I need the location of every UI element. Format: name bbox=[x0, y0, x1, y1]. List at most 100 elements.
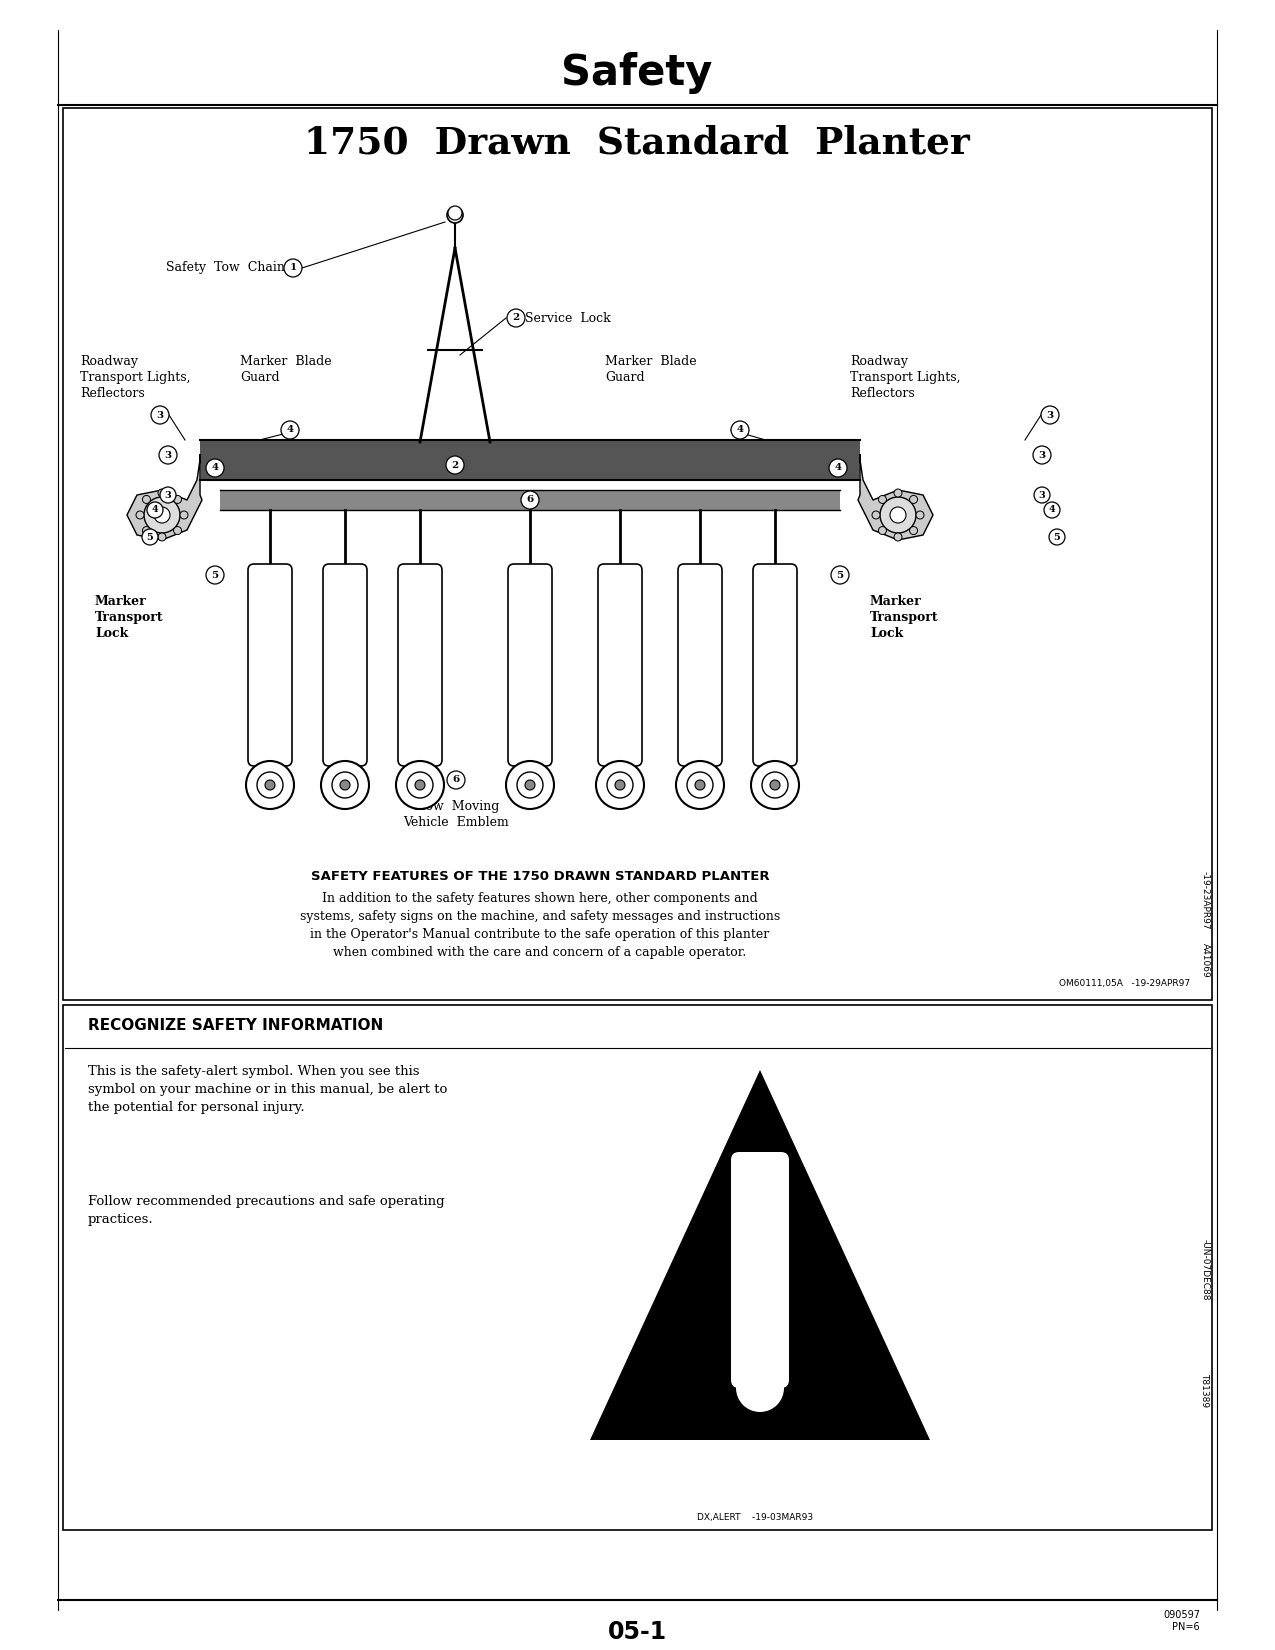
FancyBboxPatch shape bbox=[249, 564, 292, 766]
Circle shape bbox=[159, 487, 176, 503]
Circle shape bbox=[831, 566, 849, 584]
Circle shape bbox=[136, 512, 144, 520]
Circle shape bbox=[321, 761, 368, 808]
Text: Slow  Moving
Vehicle  Emblem: Slow Moving Vehicle Emblem bbox=[403, 800, 509, 828]
Circle shape bbox=[150, 406, 170, 424]
Circle shape bbox=[762, 772, 788, 799]
Circle shape bbox=[158, 488, 166, 497]
Circle shape bbox=[246, 761, 295, 808]
Text: 090597
PN=6: 090597 PN=6 bbox=[1163, 1610, 1200, 1632]
Circle shape bbox=[448, 771, 465, 789]
Bar bbox=[62, 107, 1213, 1000]
Circle shape bbox=[407, 772, 434, 799]
Text: T81389: T81389 bbox=[1201, 1373, 1210, 1407]
Circle shape bbox=[909, 526, 918, 535]
Circle shape bbox=[909, 495, 918, 503]
Bar bbox=[62, 1005, 1213, 1530]
Circle shape bbox=[265, 780, 275, 790]
Circle shape bbox=[143, 526, 150, 535]
Circle shape bbox=[158, 533, 166, 541]
Circle shape bbox=[615, 780, 625, 790]
Text: 3: 3 bbox=[157, 411, 163, 419]
Circle shape bbox=[695, 780, 705, 790]
Text: Follow recommended precautions and safe operating
practices.: Follow recommended precautions and safe … bbox=[88, 1195, 445, 1226]
Text: 4: 4 bbox=[1048, 505, 1056, 515]
FancyBboxPatch shape bbox=[754, 564, 797, 766]
Circle shape bbox=[284, 259, 302, 277]
Text: 5: 5 bbox=[836, 571, 844, 579]
Text: A41069: A41069 bbox=[1201, 942, 1210, 977]
Circle shape bbox=[154, 507, 170, 523]
Circle shape bbox=[525, 780, 536, 790]
Circle shape bbox=[142, 530, 158, 544]
Polygon shape bbox=[858, 455, 933, 540]
Circle shape bbox=[736, 1365, 784, 1412]
Circle shape bbox=[731, 421, 748, 439]
Text: 3: 3 bbox=[1047, 411, 1053, 419]
Circle shape bbox=[751, 761, 799, 808]
Circle shape bbox=[829, 459, 847, 477]
Circle shape bbox=[1049, 530, 1065, 544]
FancyBboxPatch shape bbox=[507, 564, 552, 766]
Circle shape bbox=[516, 772, 543, 799]
Text: 05-1: 05-1 bbox=[607, 1620, 667, 1643]
Polygon shape bbox=[128, 455, 201, 540]
Circle shape bbox=[878, 495, 886, 503]
Text: Service  Lock: Service Lock bbox=[525, 312, 611, 325]
Text: Safety: Safety bbox=[561, 53, 713, 94]
Bar bbox=[221, 490, 840, 510]
Circle shape bbox=[143, 495, 150, 503]
Circle shape bbox=[676, 761, 724, 808]
Text: 4: 4 bbox=[212, 464, 218, 472]
FancyBboxPatch shape bbox=[678, 564, 722, 766]
Text: 4: 4 bbox=[287, 426, 293, 434]
Circle shape bbox=[397, 761, 444, 808]
Circle shape bbox=[1044, 502, 1060, 518]
Text: Roadway
Transport Lights,
Reflectors: Roadway Transport Lights, Reflectors bbox=[850, 355, 960, 399]
Text: Marker
Transport
Lock: Marker Transport Lock bbox=[96, 596, 163, 640]
Text: SAFETY FEATURES OF THE 1750 DRAWN STANDARD PLANTER: SAFETY FEATURES OF THE 1750 DRAWN STANDA… bbox=[311, 870, 769, 883]
Text: Safety  Tow  Chain: Safety Tow Chain bbox=[166, 261, 286, 274]
Text: 3: 3 bbox=[1038, 450, 1046, 459]
Circle shape bbox=[448, 206, 462, 219]
Circle shape bbox=[332, 772, 358, 799]
Text: 4: 4 bbox=[834, 464, 842, 472]
Circle shape bbox=[207, 459, 224, 477]
Text: This is the safety-alert symbol. When you see this
symbol on your machine or in : This is the safety-alert symbol. When yo… bbox=[88, 1064, 448, 1114]
Circle shape bbox=[180, 512, 187, 520]
Circle shape bbox=[340, 780, 351, 790]
Text: Roadway
Transport Lights,
Reflectors: Roadway Transport Lights, Reflectors bbox=[80, 355, 190, 399]
Circle shape bbox=[446, 455, 464, 474]
Circle shape bbox=[207, 566, 224, 584]
Text: RECOGNIZE SAFETY INFORMATION: RECOGNIZE SAFETY INFORMATION bbox=[88, 1018, 384, 1033]
Circle shape bbox=[173, 495, 181, 503]
Text: 4: 4 bbox=[737, 426, 743, 434]
Text: 4: 4 bbox=[152, 505, 158, 515]
FancyBboxPatch shape bbox=[731, 1152, 789, 1388]
Circle shape bbox=[880, 497, 915, 533]
Circle shape bbox=[173, 526, 181, 535]
Circle shape bbox=[607, 772, 632, 799]
Text: 3: 3 bbox=[1039, 490, 1046, 500]
Text: -UN-07DEC88: -UN-07DEC88 bbox=[1201, 1239, 1210, 1300]
Text: 3: 3 bbox=[164, 490, 171, 500]
Circle shape bbox=[147, 502, 163, 518]
Text: Marker  Blade
Guard: Marker Blade Guard bbox=[240, 355, 332, 384]
Circle shape bbox=[595, 761, 644, 808]
Text: 1: 1 bbox=[289, 264, 297, 272]
Bar bbox=[200, 441, 861, 480]
Text: Marker  Blade
Guard: Marker Blade Guard bbox=[606, 355, 696, 384]
Text: 2: 2 bbox=[513, 314, 520, 322]
Circle shape bbox=[414, 780, 425, 790]
Text: 5: 5 bbox=[147, 533, 153, 541]
Circle shape bbox=[915, 512, 924, 520]
Circle shape bbox=[144, 497, 180, 533]
Circle shape bbox=[894, 533, 901, 541]
Circle shape bbox=[507, 309, 525, 327]
Text: 6: 6 bbox=[453, 776, 459, 784]
Circle shape bbox=[280, 421, 300, 439]
Polygon shape bbox=[590, 1069, 929, 1440]
Text: 6: 6 bbox=[527, 495, 534, 505]
Circle shape bbox=[521, 492, 539, 508]
Circle shape bbox=[448, 206, 463, 223]
